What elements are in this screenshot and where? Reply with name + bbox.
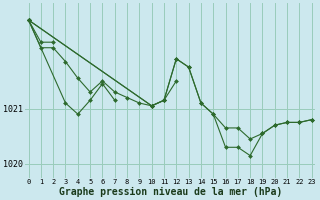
X-axis label: Graphe pression niveau de la mer (hPa): Graphe pression niveau de la mer (hPa) <box>59 186 282 197</box>
